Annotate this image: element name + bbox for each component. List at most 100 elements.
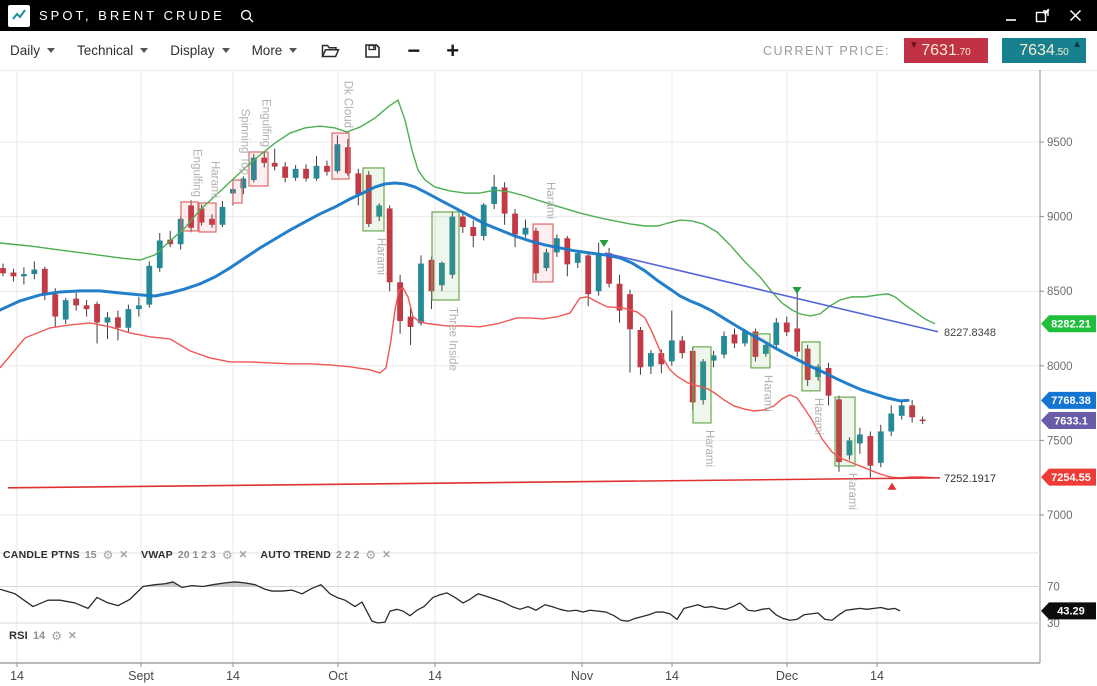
buy-signal-marker — [887, 482, 897, 490]
candle-bull — [710, 355, 717, 361]
pattern-label: Three Inside — [447, 307, 459, 371]
zoom-in-button[interactable]: + — [446, 37, 460, 63]
pattern-label: Dk Cloud — [342, 81, 354, 128]
toolbar: Daily Technical Display More − + CURRENT… — [0, 31, 1097, 71]
candle-bear — [909, 405, 916, 418]
candle-bull — [146, 265, 153, 305]
candle-bull — [742, 331, 748, 344]
chevron-down-icon — [221, 48, 230, 53]
rsi-level-label: 70 — [1047, 582, 1060, 594]
price-tick-label: 8500 — [1047, 286, 1073, 298]
candle-bear — [825, 368, 832, 396]
symbol-title: SPOT, BRENT CRUDE — [39, 8, 225, 23]
date-tick-label: Dec — [776, 669, 798, 683]
menu-more[interactable]: More — [252, 43, 298, 58]
candle-bear — [73, 298, 80, 306]
title-bar: SPOT, BRENT CRUDE — [0, 0, 1097, 31]
chevron-down-icon — [47, 48, 56, 53]
gear-icon[interactable]: ⚙ — [221, 548, 233, 562]
candle-bear — [397, 282, 403, 322]
candle-bear — [188, 205, 194, 228]
pattern-label: Harami — [812, 398, 824, 435]
gear-icon[interactable]: ⚙ — [51, 629, 62, 643]
candle-bull — [543, 252, 550, 269]
pattern-box — [431, 211, 460, 301]
save-layout-button[interactable] — [364, 43, 381, 59]
close-button[interactable] — [1067, 8, 1083, 24]
close-icon[interactable]: ✕ — [382, 548, 391, 561]
menu-daily[interactable]: Daily — [10, 43, 56, 58]
legend-candle-patterns: CANDLE PTNS 15 ⚙ ✕ — [3, 548, 129, 562]
open-layout-button[interactable] — [321, 43, 340, 59]
candle-bear — [407, 316, 414, 328]
candle-bear — [324, 165, 330, 172]
price-badge — [1041, 315, 1096, 333]
candle-bull — [219, 206, 226, 225]
price-tick-label: 9000 — [1047, 212, 1073, 224]
upper-band-line — [0, 98, 936, 325]
candle-bear — [794, 328, 801, 352]
date-tick-label: 14 — [428, 669, 442, 683]
date-tick-label: 14 — [665, 669, 679, 683]
candle-bull — [449, 216, 456, 275]
pattern-box — [198, 202, 217, 233]
candle-bull — [439, 262, 445, 286]
candle-bull — [898, 405, 905, 416]
bid-price-badge: ▼ 7631.70 — [904, 38, 988, 63]
candle-bear — [115, 317, 121, 328]
lower-band-line — [0, 286, 936, 479]
search-icon[interactable] — [239, 8, 255, 24]
chart-area[interactable]: Engulfing Harami Spinning Top Engulfing Dk C… — [0, 70, 1097, 686]
candle-bull — [418, 263, 424, 324]
price-badge — [1041, 412, 1096, 430]
rsi-overbought-fill — [0, 581, 900, 587]
candle-bear — [637, 329, 644, 368]
candle-bear — [459, 216, 466, 228]
auto-trend-line — [7, 477, 941, 489]
menu-display[interactable]: Display — [170, 43, 230, 58]
app-logo-chart-icon — [8, 4, 30, 27]
candle-bear — [386, 208, 393, 283]
candle-bear — [752, 331, 759, 357]
pattern-label: Harami — [762, 375, 774, 412]
candle-bear — [658, 353, 665, 365]
pattern-box — [532, 223, 554, 283]
date-tick-label: Nov — [571, 669, 594, 683]
close-icon[interactable]: ✕ — [119, 548, 129, 561]
candle-bear — [783, 322, 790, 333]
candle-bull — [125, 309, 132, 328]
trendline-value-label: 8227.8348 — [944, 327, 996, 339]
legend-vwap: VWAP 20 1 2 3 ⚙ ✕ — [141, 548, 248, 562]
candle-bear — [41, 268, 48, 295]
zoom-out-button[interactable]: − — [407, 37, 421, 63]
price-tick-label: 7000 — [1047, 510, 1073, 522]
popout-button[interactable] — [1035, 8, 1051, 24]
candle-bull — [250, 157, 257, 181]
close-icon[interactable]: ✕ — [67, 629, 77, 642]
price-tick-label: 7500 — [1047, 435, 1073, 447]
close-icon[interactable]: ✕ — [238, 548, 248, 561]
date-tick-label: 14 — [870, 669, 884, 683]
pattern-box — [180, 201, 199, 232]
candle-bull — [31, 269, 38, 275]
candle-bull — [313, 165, 320, 179]
candle-bear — [303, 168, 309, 179]
rsi-value-badge — [1041, 602, 1096, 620]
candle-bull — [135, 305, 142, 310]
candlestick-chart[interactable]: Engulfing Harami Spinning Top Engulfing Dk C… — [0, 70, 1097, 686]
candle-bear — [83, 305, 90, 310]
sell-signal-marker — [599, 240, 609, 248]
price-up-arrow-icon: ▲ — [1072, 39, 1082, 50]
price-badge — [1041, 468, 1096, 486]
candle-bear — [261, 157, 268, 163]
candle-bull — [648, 353, 654, 367]
gear-icon[interactable]: ⚙ — [102, 548, 114, 562]
menu-technical[interactable]: Technical — [77, 43, 149, 58]
gear-icon[interactable]: ⚙ — [365, 548, 377, 562]
candle-bear — [564, 238, 571, 265]
candle-bear — [470, 227, 477, 236]
candle-bear — [867, 435, 874, 466]
candle-bull — [62, 300, 69, 320]
rsi-line — [0, 581, 901, 624]
minimize-button[interactable] — [1003, 8, 1019, 24]
